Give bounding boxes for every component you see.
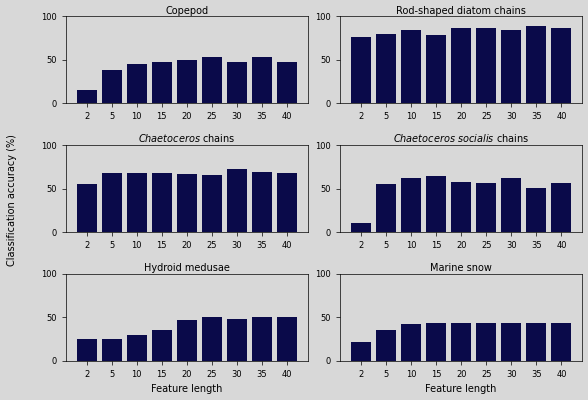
Bar xyxy=(277,62,297,103)
Bar xyxy=(476,28,496,103)
Bar xyxy=(351,37,371,103)
Bar xyxy=(426,34,446,103)
Bar xyxy=(401,178,421,232)
Bar xyxy=(76,339,96,361)
Bar xyxy=(451,182,471,232)
Bar xyxy=(177,174,197,232)
Text: Classification accuracy (%): Classification accuracy (%) xyxy=(6,134,17,266)
Bar xyxy=(252,57,272,103)
Title: $\it{Chaetoceros\ socialis}$ chains: $\it{Chaetoceros\ socialis}$ chains xyxy=(393,132,529,144)
Bar xyxy=(501,178,522,232)
Bar xyxy=(227,170,247,232)
Bar xyxy=(376,184,396,232)
Bar xyxy=(552,323,572,361)
Bar xyxy=(426,324,446,361)
Bar xyxy=(501,324,522,361)
Bar xyxy=(476,182,496,232)
Bar xyxy=(152,173,172,232)
Bar xyxy=(401,324,421,361)
Bar xyxy=(526,188,546,232)
Bar xyxy=(202,57,222,103)
Bar xyxy=(152,330,172,361)
Bar xyxy=(252,318,272,361)
Bar xyxy=(102,173,122,232)
Bar xyxy=(476,323,496,361)
Title: Hydroid medusae: Hydroid medusae xyxy=(144,263,230,273)
Title: Marine snow: Marine snow xyxy=(430,263,492,273)
Title: Rod-shaped diatom chains: Rod-shaped diatom chains xyxy=(396,6,526,16)
Bar xyxy=(552,28,572,103)
Title: Copepod: Copepod xyxy=(165,6,209,16)
X-axis label: Feature length: Feature length xyxy=(151,384,223,394)
Bar xyxy=(252,172,272,232)
Bar xyxy=(526,324,546,361)
Bar xyxy=(351,223,371,232)
Bar xyxy=(227,319,247,361)
Bar xyxy=(426,176,446,232)
Bar xyxy=(177,320,197,361)
Bar xyxy=(351,342,371,361)
Bar xyxy=(202,318,222,361)
Bar xyxy=(526,26,546,103)
Bar xyxy=(277,318,297,361)
Bar xyxy=(376,330,396,361)
Bar xyxy=(76,90,96,103)
Bar xyxy=(102,70,122,103)
Bar xyxy=(451,28,471,103)
Bar xyxy=(102,339,122,361)
Bar xyxy=(177,60,197,103)
Bar xyxy=(552,182,572,232)
Bar xyxy=(401,30,421,103)
Bar xyxy=(227,62,247,103)
X-axis label: Feature length: Feature length xyxy=(426,384,497,394)
Bar xyxy=(152,62,172,103)
Bar xyxy=(127,335,147,361)
Bar xyxy=(277,173,297,232)
Bar xyxy=(451,324,471,361)
Bar xyxy=(376,34,396,103)
Bar xyxy=(76,184,96,232)
Bar xyxy=(127,173,147,232)
Bar xyxy=(127,64,147,103)
Bar xyxy=(501,30,522,103)
Title: $\it{Chaetoceros}$ chains: $\it{Chaetoceros}$ chains xyxy=(138,132,236,144)
Bar xyxy=(202,175,222,232)
